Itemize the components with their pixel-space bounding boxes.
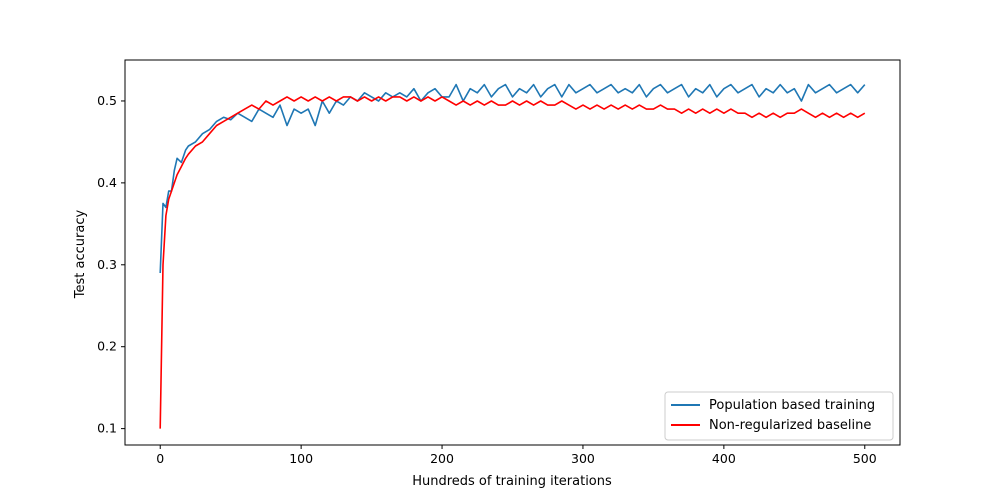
legend-label-non-regularized-baseline: Non-regularized baseline	[709, 418, 871, 433]
axes-frame	[124, 59, 901, 446]
legend: Population based training Non-regularize…	[664, 391, 894, 441]
series-layer	[159, 83, 866, 429]
legend-label-population-based-training: Population based training	[709, 398, 875, 413]
x-tick-label: 300	[571, 451, 595, 466]
y-tick-label: 0.1	[97, 421, 117, 436]
y-tick-label: 0.2	[97, 339, 117, 354]
x-tick-label: 200	[430, 451, 454, 466]
series-line-population-based-training	[159, 83, 866, 274]
legend-box	[664, 391, 894, 441]
x-axis-ticks: 0 100 200 300 400 500	[156, 445, 877, 466]
x-tick-label: 100	[289, 451, 313, 466]
x-axis-label: Hundreds of training iterations	[412, 474, 612, 489]
x-tick-label: 400	[712, 451, 736, 466]
y-tick-label: 0.3	[97, 257, 117, 272]
x-tick-label: 500	[853, 451, 877, 466]
series-line-non-regularized-baseline	[159, 96, 866, 429]
y-tick-label: 0.4	[97, 175, 117, 190]
y-axis-ticks: 0.1 0.2 0.3 0.4 0.5	[97, 93, 125, 436]
y-axis-label: Test accuracy	[73, 210, 88, 300]
x-tick-label: 0	[156, 451, 164, 466]
plot-area	[124, 59, 901, 446]
y-tick-label: 0.5	[97, 93, 117, 108]
